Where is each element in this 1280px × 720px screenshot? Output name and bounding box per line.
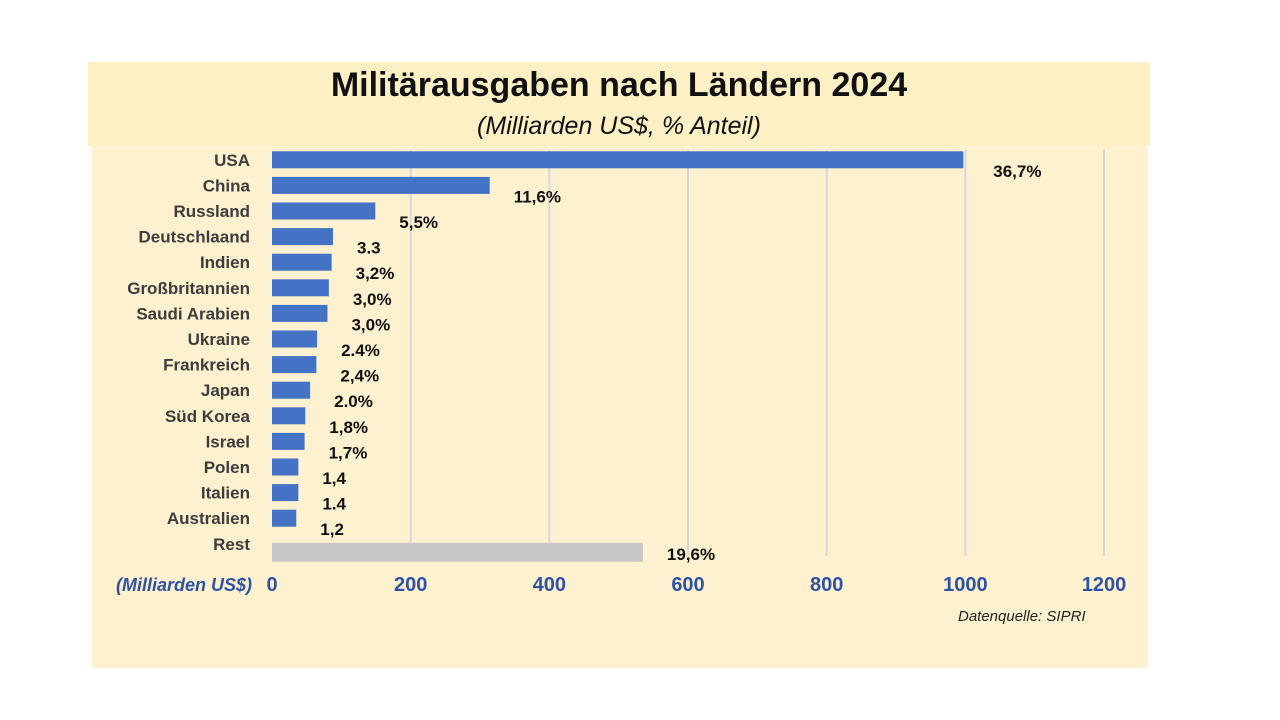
- title-band: [88, 62, 1150, 146]
- data-label: 3,2%: [356, 264, 395, 283]
- data-label: 19,6%: [667, 545, 715, 564]
- category-label: USA: [214, 151, 250, 170]
- bar: [272, 381, 311, 399]
- bar: [272, 542, 643, 562]
- bar: [272, 458, 299, 476]
- category-label: Deutschlaand: [139, 228, 250, 247]
- category-label: Rest: [213, 535, 250, 554]
- category-label: Polen: [204, 458, 250, 477]
- x-tick-label: 600: [671, 574, 704, 596]
- bar: [272, 202, 376, 220]
- data-label: 2.0%: [334, 392, 373, 411]
- bar: [272, 253, 332, 271]
- bar: [272, 304, 328, 322]
- data-label: 1.4: [322, 495, 346, 514]
- bar: [272, 279, 329, 297]
- category-label: Russland: [173, 202, 250, 221]
- x-axis-unit-label: (Milliarden US$): [116, 575, 253, 595]
- category-label: Süd Korea: [165, 407, 251, 426]
- chart-subtitle: (Milliarden US$, % Anteil): [477, 112, 761, 140]
- bar: [272, 176, 490, 194]
- x-tick-label: 200: [394, 574, 427, 596]
- category-label: Italien: [201, 484, 250, 503]
- category-label: Israel: [206, 432, 250, 451]
- x-tick-label: 0: [266, 574, 277, 596]
- data-label: 1,2: [320, 520, 344, 539]
- bar: [272, 356, 317, 374]
- source-note: Datenquelle: SIPRI: [958, 608, 1086, 625]
- data-label: 2.4%: [341, 341, 380, 360]
- data-label: 36,7%: [993, 162, 1041, 181]
- bar: [272, 432, 305, 450]
- bar: [272, 330, 318, 348]
- category-label: Saudi Arabien: [136, 304, 250, 323]
- x-tick-label: 400: [533, 574, 566, 596]
- x-tick-label: 1200: [1082, 574, 1127, 596]
- data-label: 11,6%: [514, 187, 561, 206]
- data-label: 3.3: [357, 239, 381, 258]
- x-tick-label: 800: [810, 574, 843, 596]
- data-label: 5,5%: [399, 213, 438, 232]
- bar: [272, 407, 306, 425]
- data-label: 2,4%: [340, 367, 379, 386]
- data-label: 1,7%: [329, 443, 368, 462]
- category-label: Japan: [201, 381, 250, 400]
- category-label: Frankreich: [163, 356, 250, 375]
- data-label: 3,0%: [351, 315, 390, 334]
- bar: [272, 484, 299, 502]
- data-label: 1,4: [322, 469, 346, 488]
- category-label: Ukraine: [188, 330, 250, 349]
- bar: [272, 151, 964, 169]
- category-label: China: [203, 176, 251, 195]
- x-tick-label: 1000: [943, 574, 988, 596]
- data-label: 3,0%: [353, 290, 392, 309]
- bar: [272, 509, 297, 527]
- category-label: Australien: [167, 509, 250, 528]
- category-label: Großbritannien: [127, 279, 250, 298]
- data-label: 1,8%: [329, 418, 368, 437]
- bar: [272, 228, 334, 246]
- chart-title: Militärausgaben nach Ländern 2024: [330, 66, 908, 104]
- category-label: Indien: [200, 253, 250, 272]
